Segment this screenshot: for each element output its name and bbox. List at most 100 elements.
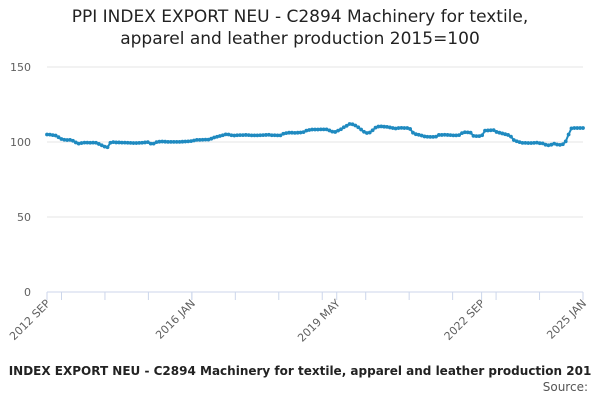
data-point <box>486 128 490 133</box>
data-point <box>428 135 433 139</box>
data-point <box>194 138 199 142</box>
data-point <box>111 140 116 145</box>
data-point <box>437 133 441 137</box>
data-point <box>143 140 147 145</box>
data-point <box>425 134 430 139</box>
data-point <box>154 140 159 145</box>
data-point <box>255 133 260 138</box>
data-point <box>134 141 139 145</box>
data-point <box>575 126 580 130</box>
data-point <box>252 133 257 138</box>
data-point <box>526 141 531 145</box>
source-label: Source: <box>542 380 588 394</box>
data-point <box>246 133 251 138</box>
data-point <box>347 122 352 126</box>
data-point <box>65 138 70 142</box>
data-point <box>408 127 412 131</box>
data-point <box>566 132 571 137</box>
data-point <box>555 142 559 147</box>
data-point <box>235 133 240 138</box>
data-point <box>108 140 113 145</box>
data-point <box>284 131 289 136</box>
data-point <box>419 133 424 138</box>
legend-series-label[interactable]: INDEX EXPORT NEU - C2894 Machinery for t… <box>8 364 592 378</box>
data-point <box>223 132 228 137</box>
data-point <box>367 130 372 135</box>
data-point <box>393 126 398 131</box>
data-point <box>212 135 217 140</box>
data-point <box>460 131 464 136</box>
data-point <box>189 139 193 144</box>
data-point <box>497 130 502 135</box>
x-tick-label-3: 2022 SEP <box>442 297 488 343</box>
data-point <box>500 131 505 136</box>
data-point <box>477 134 482 139</box>
data-point <box>315 127 320 132</box>
data-point <box>396 126 401 130</box>
data-point <box>560 142 565 147</box>
data-point <box>278 133 283 138</box>
data-point <box>413 132 418 137</box>
data-point <box>203 137 208 142</box>
data-point <box>180 139 185 144</box>
data-point <box>206 137 211 142</box>
y-tick-label-100: 100 <box>10 136 31 149</box>
data-point <box>399 126 404 130</box>
data-point <box>543 142 548 147</box>
data-point <box>287 130 291 135</box>
data-point <box>140 140 145 145</box>
data-point <box>307 128 312 132</box>
data-point <box>468 130 473 135</box>
data-point <box>474 134 479 139</box>
data-point <box>318 127 323 132</box>
data-point <box>494 130 499 134</box>
data-point <box>514 139 519 144</box>
data-point <box>295 130 300 135</box>
data-point <box>47 132 52 137</box>
y-tick-label-50: 50 <box>17 211 31 224</box>
data-point <box>310 127 315 132</box>
data-point <box>324 127 329 132</box>
data-point <box>362 129 366 134</box>
data-point <box>169 139 173 144</box>
data-point <box>534 140 539 145</box>
data-point <box>272 133 277 138</box>
data-point <box>53 133 58 138</box>
data-point <box>529 141 534 145</box>
data-point <box>483 128 487 133</box>
data-point <box>402 126 407 130</box>
data-point <box>581 126 585 130</box>
data-point <box>229 133 234 138</box>
data-point <box>177 139 182 144</box>
data-point <box>269 133 274 138</box>
data-point <box>243 133 248 137</box>
data-point <box>578 126 583 130</box>
data-point <box>552 141 557 146</box>
data-point <box>520 141 525 145</box>
data-point <box>517 140 522 145</box>
data-point <box>356 125 361 130</box>
data-point <box>160 139 165 144</box>
data-point <box>388 125 392 130</box>
data-point <box>448 133 453 138</box>
data-point <box>336 128 340 133</box>
data-point <box>503 132 508 137</box>
data-point <box>341 125 346 130</box>
data-point <box>506 133 510 137</box>
data-point <box>82 140 87 145</box>
data-point <box>85 140 90 145</box>
data-point <box>313 127 317 132</box>
data-point <box>114 140 119 145</box>
data-point <box>488 128 493 133</box>
data-point <box>457 133 461 138</box>
data-point <box>68 138 72 142</box>
data-point <box>157 139 162 144</box>
data-point <box>261 133 266 138</box>
data-point <box>148 141 153 146</box>
data-point <box>462 130 467 135</box>
data-point <box>480 133 485 138</box>
data-point <box>197 138 202 142</box>
data-point <box>50 133 55 138</box>
data-point <box>174 139 179 144</box>
data-point <box>220 133 225 138</box>
